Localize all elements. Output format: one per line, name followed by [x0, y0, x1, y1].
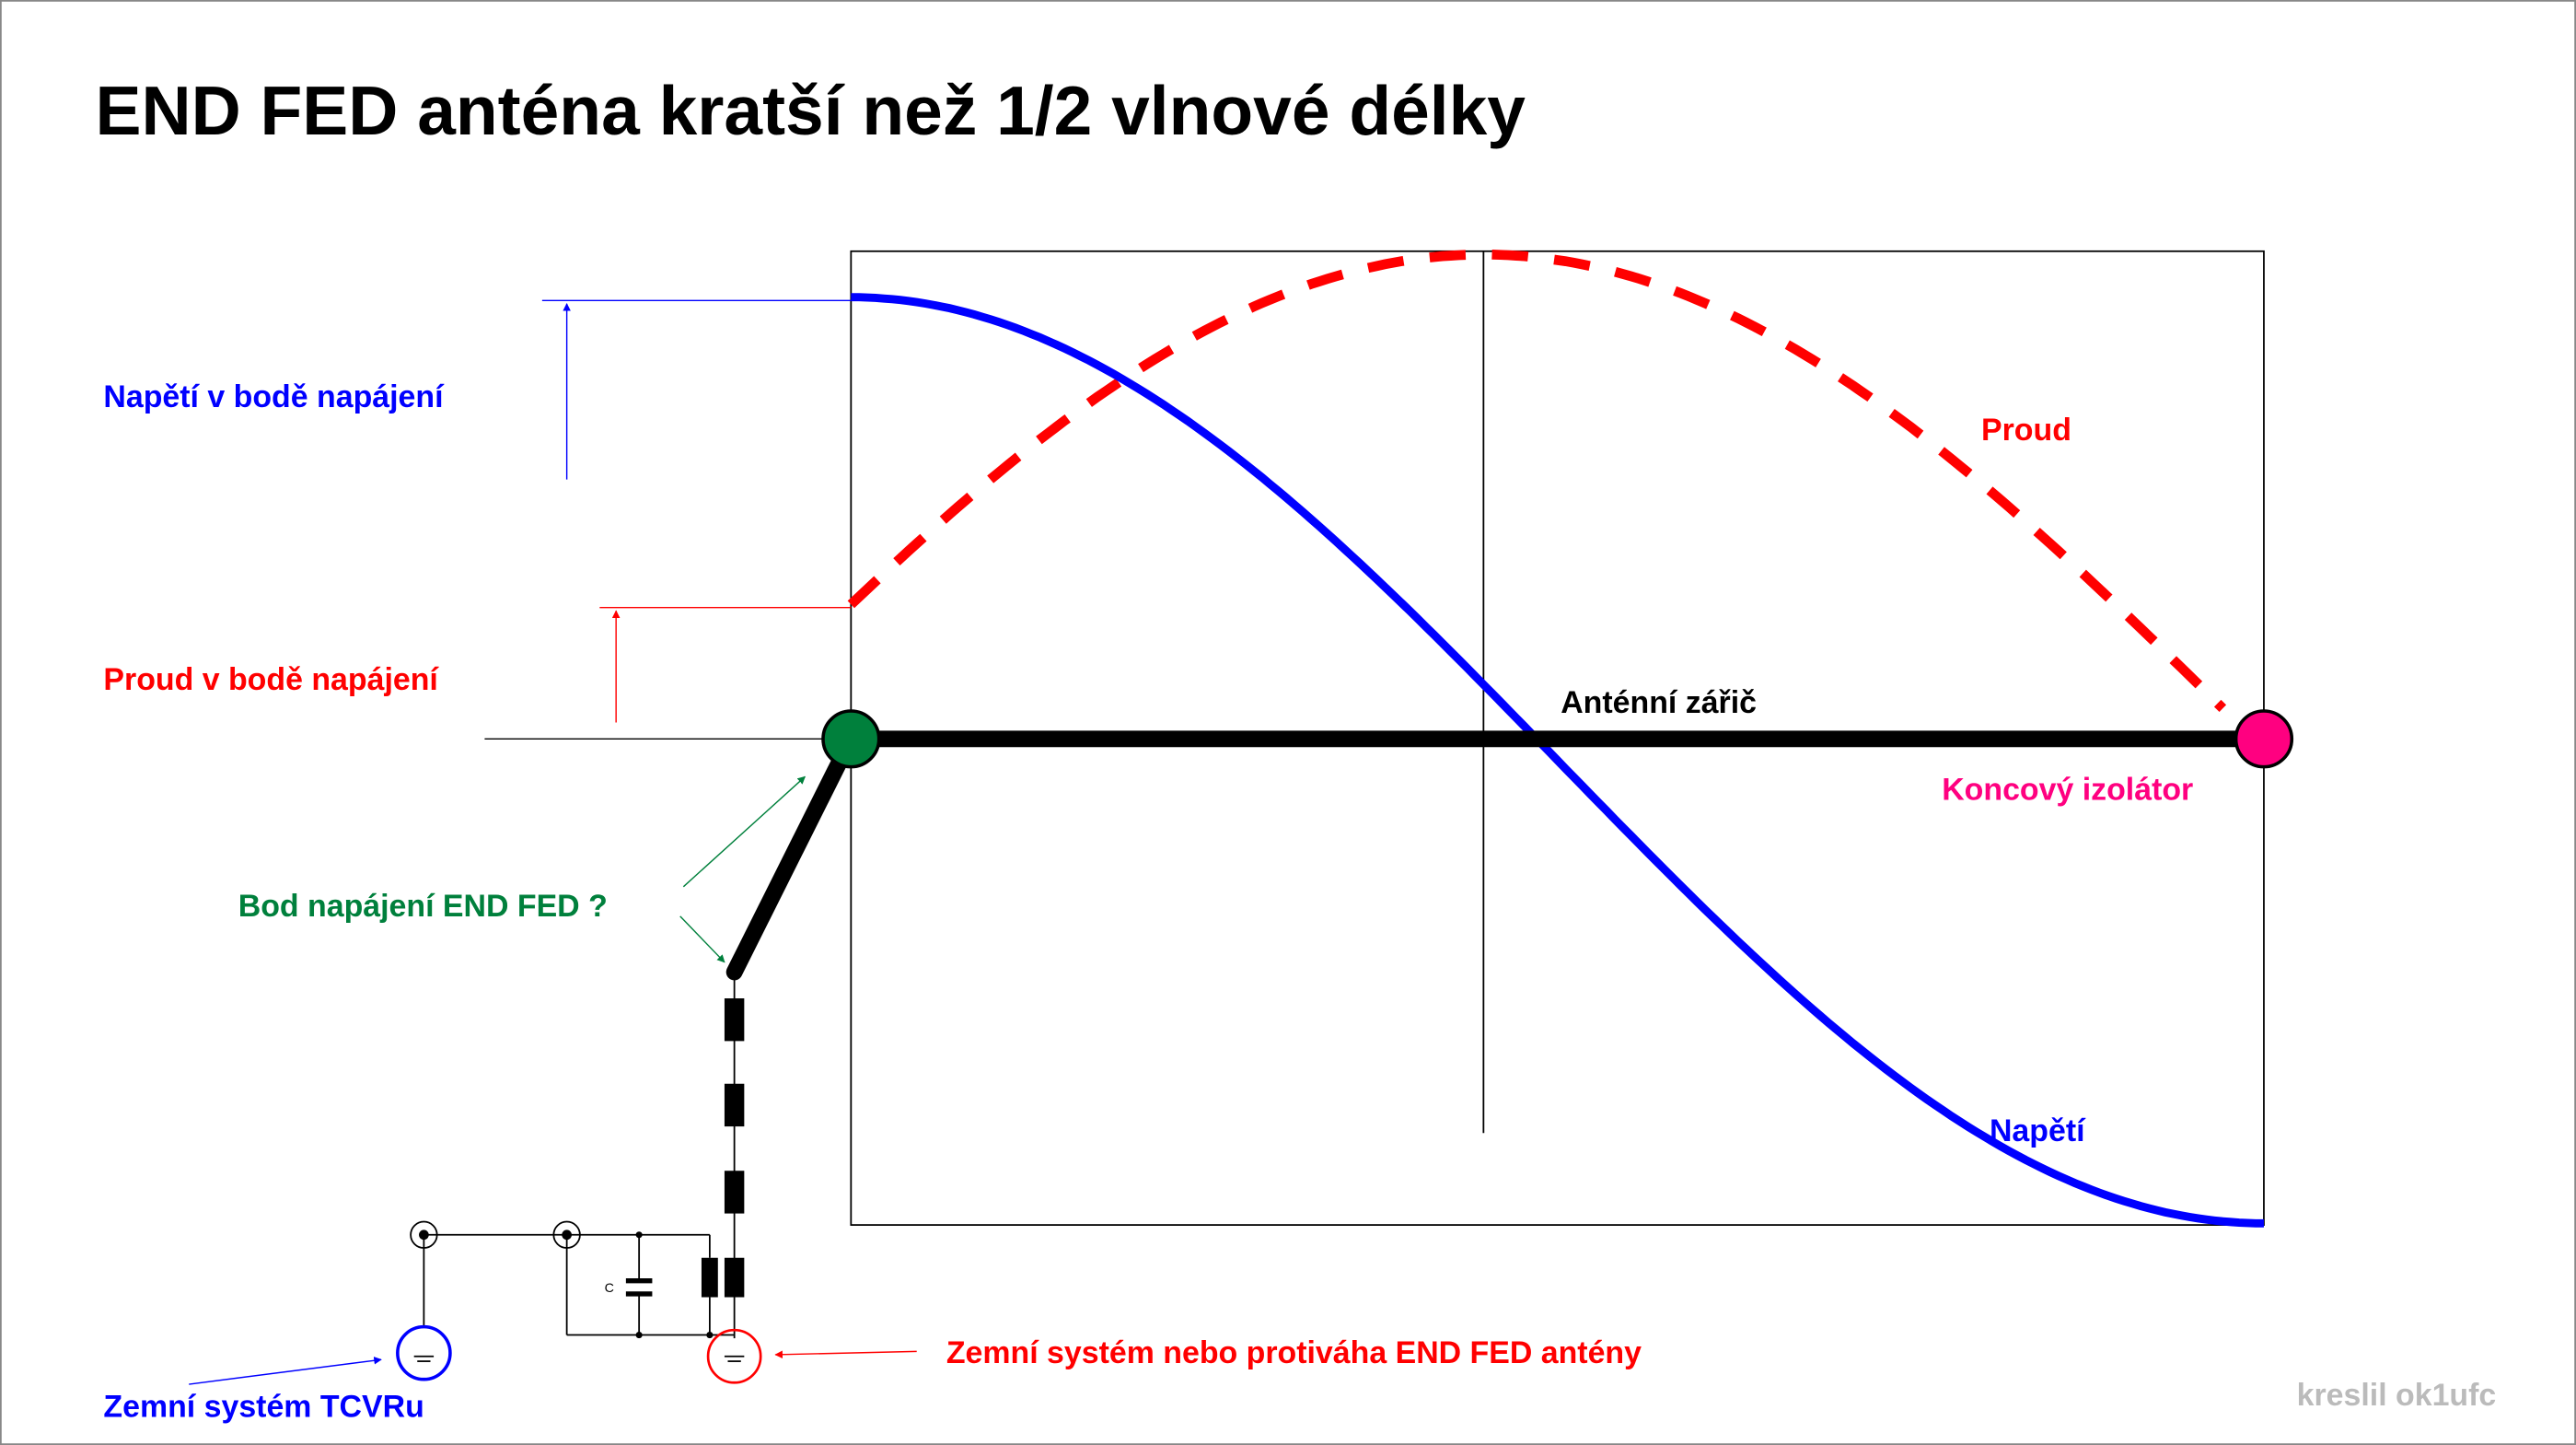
- end-insulator: [2234, 709, 2294, 769]
- label: Koncový izolátor: [1942, 772, 2193, 807]
- label: Proud v bodě napájení: [103, 662, 439, 697]
- tcvr-arrow: [189, 1357, 382, 1385]
- feed-point: [821, 709, 881, 769]
- label: Zemní systém nebo protiváha END FED anté…: [946, 1335, 1642, 1370]
- current-curve: [847, 250, 2227, 712]
- feed-wire: [725, 750, 850, 981]
- junction-dots: [419, 1229, 714, 1339]
- voltage-curve: [851, 293, 2264, 1228]
- label: Bod napájení END FED ?: [238, 889, 608, 924]
- label: Napětí v bodě napájení: [103, 379, 445, 414]
- feed-arrow: [679, 915, 725, 963]
- title: END FED anténa kratší než 1/2 vlnové dél…: [95, 72, 1526, 149]
- ground-arrow: [774, 1350, 917, 1359]
- label: Napětí: [1990, 1113, 2086, 1148]
- author: kreslil ok1ufc: [2297, 1378, 2497, 1413]
- feed-arrow: [682, 775, 806, 888]
- label: Proud: [1981, 413, 2071, 448]
- label: Anténní zářič: [1561, 685, 1757, 720]
- label: Zemní systém TCVRu: [103, 1390, 424, 1425]
- capacitor-label: C: [605, 1281, 614, 1296]
